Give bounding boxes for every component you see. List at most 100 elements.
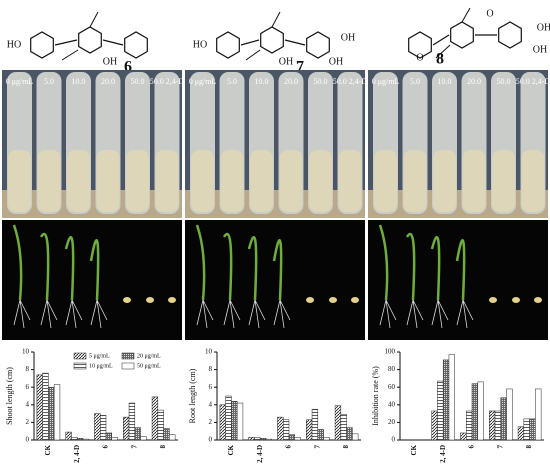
y-tick-label: 8 (209, 365, 213, 373)
bar (340, 414, 347, 441)
tube-label: 10.0 (255, 77, 269, 86)
bar (431, 410, 438, 441)
atom-label: OH (533, 44, 547, 55)
bar (157, 409, 164, 441)
medium (191, 150, 214, 212)
compound-number: 8 (436, 51, 444, 68)
bar (265, 438, 272, 441)
ring (260, 26, 284, 54)
bar (42, 372, 49, 441)
bond (245, 49, 261, 61)
bar (306, 419, 313, 441)
bar (465, 410, 473, 441)
x-tick-label: 8 (525, 445, 533, 449)
seed (351, 297, 359, 303)
bar (71, 437, 78, 441)
legend-swatch (121, 352, 135, 360)
bar (219, 404, 226, 441)
bar (36, 374, 43, 441)
ring (78, 26, 102, 54)
shoot (195, 224, 206, 301)
bar (105, 432, 113, 441)
medium (250, 150, 273, 212)
y-tick-label: 4 (26, 400, 30, 408)
medium (96, 150, 120, 212)
tube-label: 10.0 (438, 77, 452, 86)
bar (231, 401, 238, 441)
bar (53, 384, 61, 441)
x-tick-label: 6 (102, 445, 110, 449)
tube-label: 0 μg/mL (372, 77, 400, 86)
bar (442, 359, 450, 441)
medium (338, 150, 362, 212)
medium (433, 150, 456, 212)
tube-label: 50.0 (497, 77, 511, 86)
photos: 0 μg/mL 5.0 10.0 20.0 50.0 50.0 2,4-D 0 μg/mL 5… (2, 70, 550, 340)
bond (435, 44, 451, 59)
y-tick-label: 80 (388, 365, 396, 373)
medium (220, 150, 244, 212)
x-tick-label: 2, 4-D (73, 445, 81, 463)
root (248, 299, 266, 329)
y-tick-label: 0 (26, 436, 30, 444)
tube-label: 50.0 2,4-D (333, 77, 368, 86)
medium (67, 150, 90, 212)
y-tick-label: 4 (209, 400, 213, 408)
atom-label: OH (341, 32, 355, 43)
tube-label: 20.0 (284, 77, 298, 86)
bar (311, 408, 319, 441)
bond (240, 39, 260, 46)
shoot (39, 232, 50, 301)
bar (489, 410, 496, 441)
y-tick-label: 20 (388, 418, 396, 426)
legend-label: 50 μg/mL (137, 363, 161, 369)
atom-label: O (486, 8, 493, 19)
tube-label: 10.0 (72, 77, 86, 86)
x-tick-label: 7 (130, 445, 138, 449)
bar (529, 418, 536, 441)
legend-label: 5 μg/mL (89, 353, 110, 359)
x-tick-label: CK (44, 444, 52, 455)
tube-label: 0 μg/mL (6, 77, 34, 86)
ring (450, 21, 474, 49)
bar (517, 426, 525, 441)
medium (279, 150, 303, 212)
bar (294, 437, 301, 441)
bar (471, 383, 479, 441)
tube-label: 5.0 (227, 77, 237, 86)
bar (277, 416, 284, 441)
shoot (378, 224, 389, 301)
legend-swatch (121, 362, 135, 370)
legend-label: 10 μg/mL (89, 363, 113, 369)
root (223, 299, 241, 329)
seed (534, 297, 542, 303)
root (273, 299, 291, 329)
y-tick-label: 2 (209, 418, 213, 426)
medium (521, 150, 545, 212)
bar (259, 437, 267, 441)
ring (408, 31, 432, 59)
bar (236, 402, 244, 441)
tube-label: 20.0 (467, 77, 481, 86)
root (196, 299, 214, 329)
legend-swatch (73, 362, 87, 370)
seed (123, 297, 131, 303)
bar (254, 437, 261, 441)
bar (111, 437, 118, 441)
bar (323, 437, 330, 441)
y-tick-label: 10 (22, 348, 30, 356)
bar (65, 431, 72, 441)
root (90, 299, 108, 329)
y-tick-label: 8 (26, 365, 30, 373)
bar (288, 434, 296, 441)
root (65, 299, 83, 329)
bond (61, 49, 79, 61)
bar (134, 427, 141, 441)
shoot (64, 236, 75, 301)
tube-label: 5.0 (410, 77, 420, 86)
seed (168, 297, 176, 303)
medium (403, 150, 427, 212)
bar (128, 402, 136, 441)
bar (535, 388, 542, 441)
